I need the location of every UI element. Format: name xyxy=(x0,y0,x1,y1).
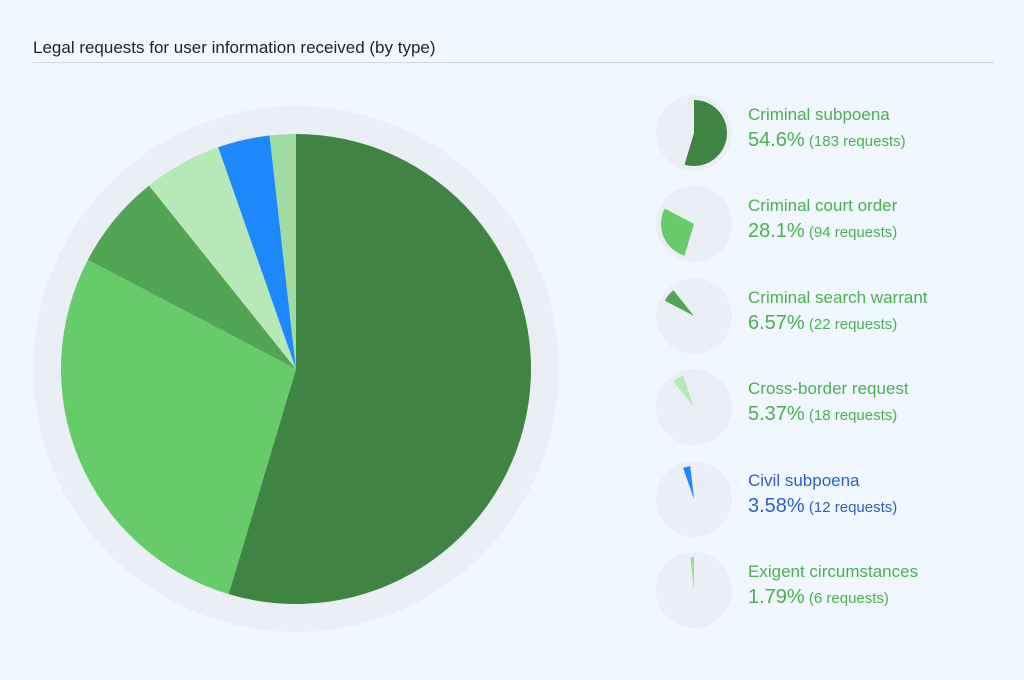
legend-percent: 5.37% (18 requests) xyxy=(748,403,897,426)
legend-percent: 1.79% (6 requests) xyxy=(748,586,889,609)
chart-title: Legal requests for user information rece… xyxy=(33,38,436,57)
mini-pie-slice xyxy=(690,557,694,590)
mini-pie xyxy=(656,552,732,628)
percent-value: 3.58% xyxy=(748,494,805,517)
mini-pie-slice xyxy=(684,100,727,166)
legend-percent: 54.6% (183 requests) xyxy=(748,129,906,152)
mini-pie xyxy=(656,460,732,537)
percent-value: 28.1% xyxy=(748,220,805,243)
legend-label: Civil subpoena xyxy=(748,470,860,490)
mini-pie-slice xyxy=(683,465,694,499)
legend-label: Criminal court order xyxy=(748,196,898,216)
mini-pie-slice xyxy=(661,209,694,257)
legend-percent: 6.57% (22 requests) xyxy=(748,312,897,335)
pie-slice-3 xyxy=(149,147,296,369)
pie-slice-2 xyxy=(87,185,297,369)
main-pie xyxy=(61,134,532,604)
request-count: (12 requests) xyxy=(804,498,898,516)
mini-pie-slice xyxy=(673,376,694,408)
legend-percent: 28.1% (94 requests) xyxy=(748,220,897,243)
request-count: (183 requests) xyxy=(804,133,906,150)
legend-item: Criminal subpoena 54.6% (183 requests) xyxy=(656,93,1016,173)
legend-item: Criminal search warrant 6.57% (22 request… xyxy=(656,276,1016,356)
mini-pie xyxy=(656,369,732,446)
legend-item: Criminal court order 28.1% (94 requests) xyxy=(656,184,1016,264)
title-divider xyxy=(33,62,994,63)
legend-percent: 3.58% (12 requests) xyxy=(748,495,897,518)
pie-slice-5 xyxy=(269,134,296,369)
request-count: (18 requests) xyxy=(804,407,898,425)
request-count: (6 requests) xyxy=(804,590,889,607)
mini-pie-slice xyxy=(664,290,694,316)
request-count: (94 requests) xyxy=(804,224,898,242)
legend-item: Civil subpoena 3.58% (12 requests) xyxy=(656,459,1016,539)
percent-value: 54.6% xyxy=(748,129,805,151)
percent-value: 5.37% xyxy=(748,403,805,426)
legend-label: Criminal subpoena xyxy=(748,105,890,124)
legend-label: Exigent circumstances xyxy=(748,562,919,581)
legend-item: Cross-border request 5.37% (18 requests) xyxy=(656,367,1016,447)
legend-item: Exigent circumstances 1.79% (6 requests) xyxy=(656,550,1016,630)
mini-pie xyxy=(656,186,732,263)
percent-value: 1.79% xyxy=(748,586,805,608)
request-count: (22 requests) xyxy=(804,315,898,333)
legend-label: Cross-border request xyxy=(748,379,909,399)
mini-pie xyxy=(656,95,732,171)
pie-slice-1 xyxy=(61,259,297,595)
mini-pie xyxy=(656,277,732,354)
pie-slice-4 xyxy=(218,135,296,369)
percent-value: 6.57% xyxy=(748,311,805,334)
pie-slice-0 xyxy=(228,134,532,604)
legend-label: Criminal search warrant xyxy=(748,287,928,307)
